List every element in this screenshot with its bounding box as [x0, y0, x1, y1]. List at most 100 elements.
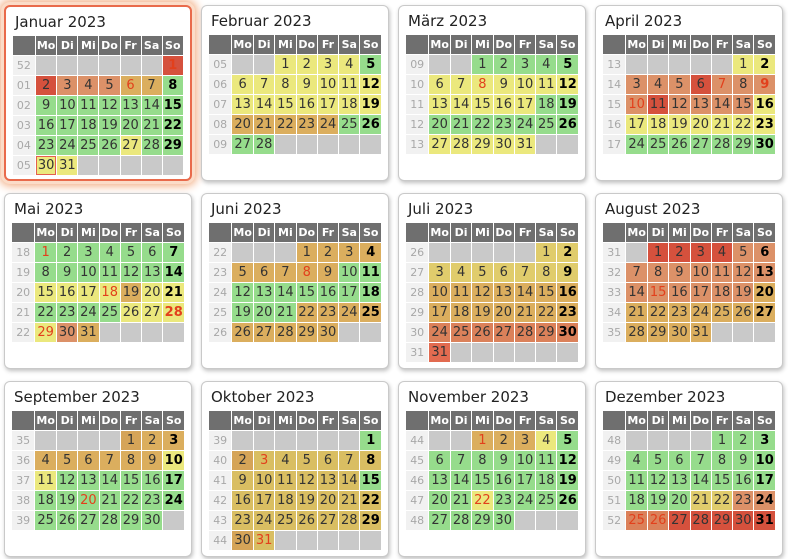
day-cell[interactable]: 6 [77, 450, 100, 471]
day-cell[interactable]: 28 [252, 134, 276, 155]
day-cell[interactable]: 19 [98, 115, 121, 136]
day-cell[interactable]: 6 [119, 75, 142, 96]
day-cell[interactable]: 20 [492, 302, 515, 323]
day-cell[interactable]: 11 [625, 470, 648, 491]
day-cell[interactable]: 10 [316, 74, 340, 95]
day-cell[interactable]: 21 [449, 114, 473, 135]
day-cell[interactable]: 16 [295, 94, 318, 115]
day-cell[interactable]: 5 [98, 75, 121, 96]
day-cell[interactable]: 3 [338, 242, 361, 263]
day-cell[interactable]: 9 [668, 262, 691, 283]
day-cell[interactable]: 10 [625, 94, 648, 115]
day-cell[interactable]: 6 [316, 450, 340, 471]
day-cell[interactable]: 3 [513, 430, 537, 451]
day-cell[interactable]: 7 [689, 450, 712, 471]
day-cell[interactable]: 9 [231, 470, 254, 491]
day-cell[interactable]: 1 [535, 242, 558, 263]
day-cell[interactable]: 18 [98, 282, 121, 303]
day-cell[interactable]: 19 [295, 490, 318, 511]
day-cell[interactable]: 12 [471, 282, 494, 303]
day-cell[interactable]: 9 [141, 450, 164, 471]
day-cell[interactable]: 3 [689, 242, 712, 263]
day-cell[interactable]: 12 [646, 470, 670, 491]
day-cell[interactable]: 27 [428, 510, 451, 531]
day-cell[interactable]: 13 [428, 470, 451, 491]
day-cell[interactable]: 15 [471, 470, 494, 491]
day-cell[interactable]: 19 [556, 470, 579, 491]
day-cell[interactable]: 4 [98, 242, 121, 263]
day-cell[interactable]: 8 [646, 262, 670, 283]
day-cell[interactable]: 17 [56, 115, 79, 136]
day-cell[interactable]: 17 [252, 490, 276, 511]
day-cell[interactable]: 7 [625, 262, 648, 283]
day-cell[interactable]: 8 [732, 74, 755, 95]
day-cell[interactable]: 8 [471, 450, 494, 471]
day-cell[interactable]: 23 [492, 490, 515, 511]
day-cell[interactable]: 5 [556, 430, 579, 451]
day-cell[interactable]: 7 [162, 242, 185, 263]
day-cell[interactable]: 6 [428, 74, 451, 95]
day-cell[interactable]: 9 [732, 450, 755, 471]
day-cell[interactable]: 22 [710, 490, 734, 511]
day-cell[interactable]: 12 [732, 262, 755, 283]
day-cell[interactable]: 14 [162, 262, 185, 283]
day-cell[interactable]: 30 [753, 134, 776, 155]
day-cell[interactable]: 26 [556, 490, 579, 511]
day-cell[interactable]: 22 [471, 114, 494, 135]
day-cell[interactable]: 22 [119, 490, 143, 511]
day-cell[interactable]: 31 [56, 155, 79, 176]
day-cell[interactable]: 30 [316, 322, 340, 343]
day-cell[interactable]: 3 [316, 54, 340, 75]
day-cell[interactable]: 1 [274, 54, 297, 75]
day-cell[interactable]: 13 [753, 262, 776, 283]
day-cell[interactable]: 1 [359, 430, 382, 451]
day-cell[interactable]: 27 [428, 134, 451, 155]
day-cell[interactable]: 13 [492, 282, 515, 303]
day-cell[interactable]: 18 [646, 114, 670, 135]
day-cell[interactable]: 22 [732, 114, 755, 135]
day-cell[interactable]: 29 [732, 134, 755, 155]
day-cell[interactable]: 11 [535, 450, 558, 471]
day-cell[interactable]: 27 [119, 135, 142, 156]
day-cell-today[interactable]: 30 [34, 155, 58, 176]
day-cell[interactable]: 28 [98, 510, 121, 531]
day-cell[interactable]: 20 [119, 115, 142, 136]
day-cell[interactable]: 18 [625, 490, 648, 511]
day-cell[interactable]: 5 [119, 242, 143, 263]
day-cell[interactable]: 7 [513, 262, 537, 283]
day-cell[interactable]: 21 [140, 115, 163, 136]
day-cell[interactable]: 3 [252, 450, 276, 471]
day-cell[interactable]: 27 [492, 322, 515, 343]
day-cell[interactable]: 18 [274, 490, 297, 511]
day-cell[interactable]: 23 [34, 135, 58, 156]
day-cell[interactable]: 1 [161, 55, 185, 76]
day-cell[interactable]: 29 [119, 510, 143, 531]
day-cell[interactable]: 15 [535, 282, 558, 303]
day-cell[interactable]: 28 [449, 134, 473, 155]
day-cell[interactable]: 25 [646, 134, 670, 155]
day-cell[interactable]: 9 [34, 95, 58, 116]
day-cell[interactable]: 29 [710, 510, 734, 531]
day-cell[interactable]: 4 [449, 262, 473, 283]
day-cell[interactable]: 18 [338, 94, 361, 115]
day-cell[interactable]: 17 [316, 94, 340, 115]
day-cell[interactable]: 17 [513, 94, 537, 115]
day-cell[interactable]: 18 [34, 490, 57, 511]
day-cell[interactable]: 21 [710, 114, 734, 135]
day-cell[interactable]: 3 [753, 430, 776, 451]
day-cell[interactable]: 28 [449, 510, 473, 531]
day-cell[interactable]: 25 [535, 490, 558, 511]
day-cell[interactable]: 1 [471, 54, 494, 75]
day-cell[interactable]: 9 [55, 262, 79, 283]
day-cell[interactable]: 30 [231, 530, 254, 551]
day-cell[interactable]: 1 [710, 430, 734, 451]
day-cell[interactable]: 6 [231, 74, 254, 95]
day-cell[interactable]: 31 [753, 510, 776, 531]
day-cell[interactable]: 2 [34, 75, 58, 96]
day-cell[interactable]: 20 [252, 302, 276, 323]
day-cell[interactable]: 2 [316, 242, 340, 263]
day-cell[interactable]: 12 [359, 74, 382, 95]
day-cell[interactable]: 24 [625, 134, 648, 155]
day-cell[interactable]: 30 [556, 322, 579, 343]
day-cell[interactable]: 6 [492, 262, 515, 283]
